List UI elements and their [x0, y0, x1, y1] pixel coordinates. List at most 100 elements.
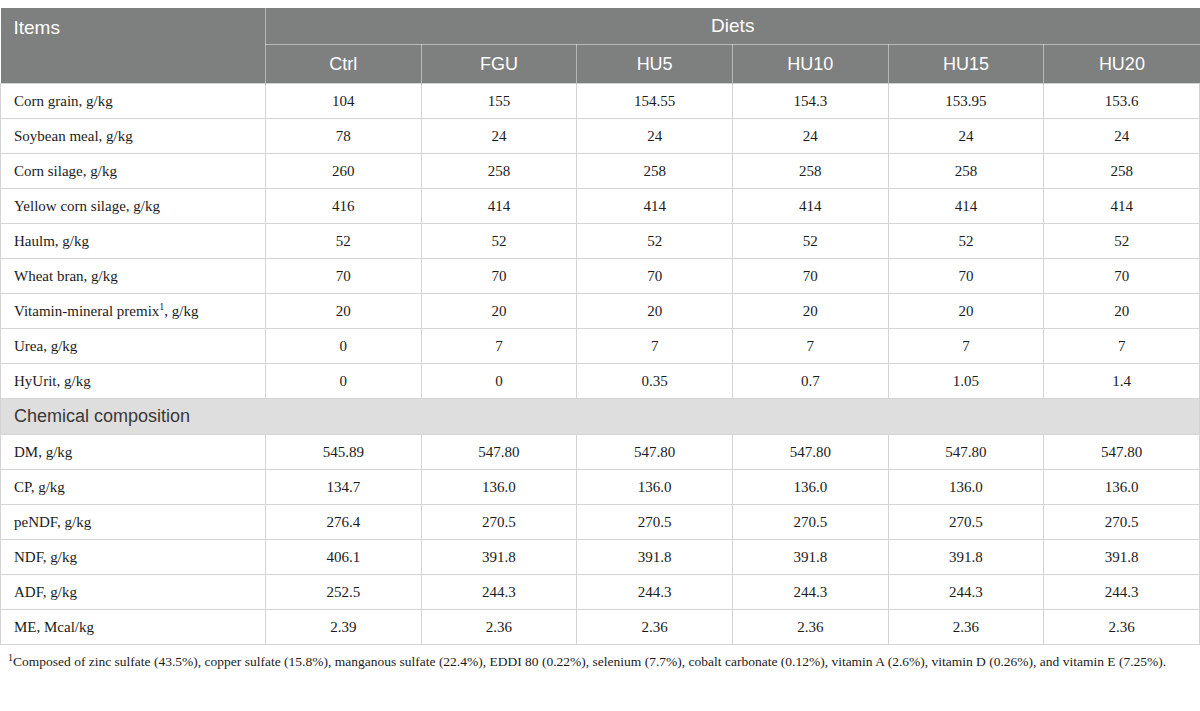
value-cell: 270.5 — [577, 505, 733, 540]
table-row: Soybean meal, g/kg782424242424 — [1, 119, 1200, 154]
diet-composition-table: Items Diets CtrlFGUHU5HU10HU15HU20 Corn … — [0, 8, 1200, 645]
value-cell: 406.1 — [266, 540, 422, 575]
value-cell: 391.8 — [1044, 540, 1200, 575]
value-cell: 2.36 — [888, 610, 1044, 645]
table-row: Yellow corn silage, g/kg4164144144144144… — [1, 189, 1200, 224]
value-cell: 70 — [888, 259, 1044, 294]
table-row: NDF, g/kg406.1391.8391.8391.8391.8391.8 — [1, 540, 1200, 575]
column-header-hu10: HU10 — [732, 45, 888, 84]
value-cell: 20 — [577, 294, 733, 329]
row-label: ME, Mcal/kg — [1, 610, 266, 645]
value-cell: 270.5 — [888, 505, 1044, 540]
value-cell: 547.80 — [732, 435, 888, 470]
value-cell: 154.55 — [577, 84, 733, 119]
value-cell: 416 — [266, 189, 422, 224]
value-cell: 24 — [577, 119, 733, 154]
value-cell: 391.8 — [421, 540, 577, 575]
table-header: Items Diets CtrlFGUHU5HU10HU15HU20 — [1, 8, 1200, 84]
value-cell: 244.3 — [577, 575, 733, 610]
value-cell: 52 — [1044, 224, 1200, 259]
table-body: Corn grain, g/kg104155154.55154.3153.951… — [1, 84, 1200, 645]
value-cell: 1.4 — [1044, 364, 1200, 399]
value-cell: 2.36 — [577, 610, 733, 645]
value-cell: 154.3 — [732, 84, 888, 119]
value-cell: 244.3 — [888, 575, 1044, 610]
value-cell: 270.5 — [1044, 505, 1200, 540]
column-header-hu15: HU15 — [888, 45, 1044, 84]
value-cell: 52 — [888, 224, 1044, 259]
value-cell: 7 — [421, 329, 577, 364]
label-superscript: 1 — [159, 301, 164, 312]
footnote-text: Composed of zinc sulfate (43.5%), copper… — [13, 654, 1166, 669]
value-cell: 136.0 — [1044, 470, 1200, 505]
value-cell: 2.36 — [1044, 610, 1200, 645]
value-cell: 136.0 — [888, 470, 1044, 505]
value-cell: 24 — [421, 119, 577, 154]
value-cell: 391.8 — [888, 540, 1044, 575]
value-cell: 24 — [888, 119, 1044, 154]
table-row: Vitamin-mineral premix1, g/kg20202020202… — [1, 294, 1200, 329]
row-label: Haulm, g/kg — [1, 224, 266, 259]
column-header-hu5: HU5 — [577, 45, 733, 84]
value-cell: 78 — [266, 119, 422, 154]
value-cell: 258 — [888, 154, 1044, 189]
table-row: ADF, g/kg252.5244.3244.3244.3244.3244.3 — [1, 575, 1200, 610]
table-row: HyUrit, g/kg000.350.71.051.4 — [1, 364, 1200, 399]
row-label: Wheat bran, g/kg — [1, 259, 266, 294]
value-cell: 270.5 — [732, 505, 888, 540]
section-row: Chemical composition — [1, 399, 1200, 435]
value-cell: 1.05 — [888, 364, 1044, 399]
value-cell: 547.80 — [577, 435, 733, 470]
row-label: NDF, g/kg — [1, 540, 266, 575]
value-cell: 52 — [577, 224, 733, 259]
value-cell: 414 — [421, 189, 577, 224]
table-row: Urea, g/kg077777 — [1, 329, 1200, 364]
table-row: ME, Mcal/kg2.392.362.362.362.362.36 — [1, 610, 1200, 645]
value-cell: 136.0 — [577, 470, 733, 505]
value-cell: 155 — [421, 84, 577, 119]
value-cell: 547.80 — [888, 435, 1044, 470]
table-row: Corn grain, g/kg104155154.55154.3153.951… — [1, 84, 1200, 119]
value-cell: 0.35 — [577, 364, 733, 399]
value-cell: 258 — [1044, 154, 1200, 189]
value-cell: 70 — [1044, 259, 1200, 294]
diet-table-figure: Items Diets CtrlFGUHU5HU10HU15HU20 Corn … — [0, 0, 1200, 672]
table-row: Corn silage, g/kg260258258258258258 — [1, 154, 1200, 189]
value-cell: 252.5 — [266, 575, 422, 610]
items-header: Items — [1, 8, 266, 84]
value-cell: 20 — [732, 294, 888, 329]
value-cell: 7 — [732, 329, 888, 364]
value-cell: 391.8 — [732, 540, 888, 575]
value-cell: 52 — [732, 224, 888, 259]
value-cell: 2.36 — [732, 610, 888, 645]
value-cell: 52 — [266, 224, 422, 259]
row-label: CP, g/kg — [1, 470, 266, 505]
table-row: Wheat bran, g/kg707070707070 — [1, 259, 1200, 294]
value-cell: 414 — [1044, 189, 1200, 224]
value-cell: 70 — [732, 259, 888, 294]
value-cell: 0 — [266, 364, 422, 399]
value-cell: 153.95 — [888, 84, 1044, 119]
value-cell: 391.8 — [577, 540, 733, 575]
value-cell: 2.39 — [266, 610, 422, 645]
value-cell: 20 — [266, 294, 422, 329]
value-cell: 20 — [421, 294, 577, 329]
row-label: HyUrit, g/kg — [1, 364, 266, 399]
value-cell: 70 — [266, 259, 422, 294]
row-label: Yellow corn silage, g/kg — [1, 189, 266, 224]
column-header-hu20: HU20 — [1044, 45, 1200, 84]
table-row: CP, g/kg134.7136.0136.0136.0136.0136.0 — [1, 470, 1200, 505]
value-cell: 258 — [577, 154, 733, 189]
table-row: DM, g/kg545.89547.80547.80547.80547.8054… — [1, 435, 1200, 470]
value-cell: 7 — [577, 329, 733, 364]
value-cell: 258 — [421, 154, 577, 189]
value-cell: 244.3 — [732, 575, 888, 610]
value-cell: 20 — [888, 294, 1044, 329]
value-cell: 70 — [421, 259, 577, 294]
value-cell: 52 — [421, 224, 577, 259]
row-label: Soybean meal, g/kg — [1, 119, 266, 154]
table-row: Haulm, g/kg525252525252 — [1, 224, 1200, 259]
value-cell: 2.36 — [421, 610, 577, 645]
value-cell: 104 — [266, 84, 422, 119]
row-label: ADF, g/kg — [1, 575, 266, 610]
